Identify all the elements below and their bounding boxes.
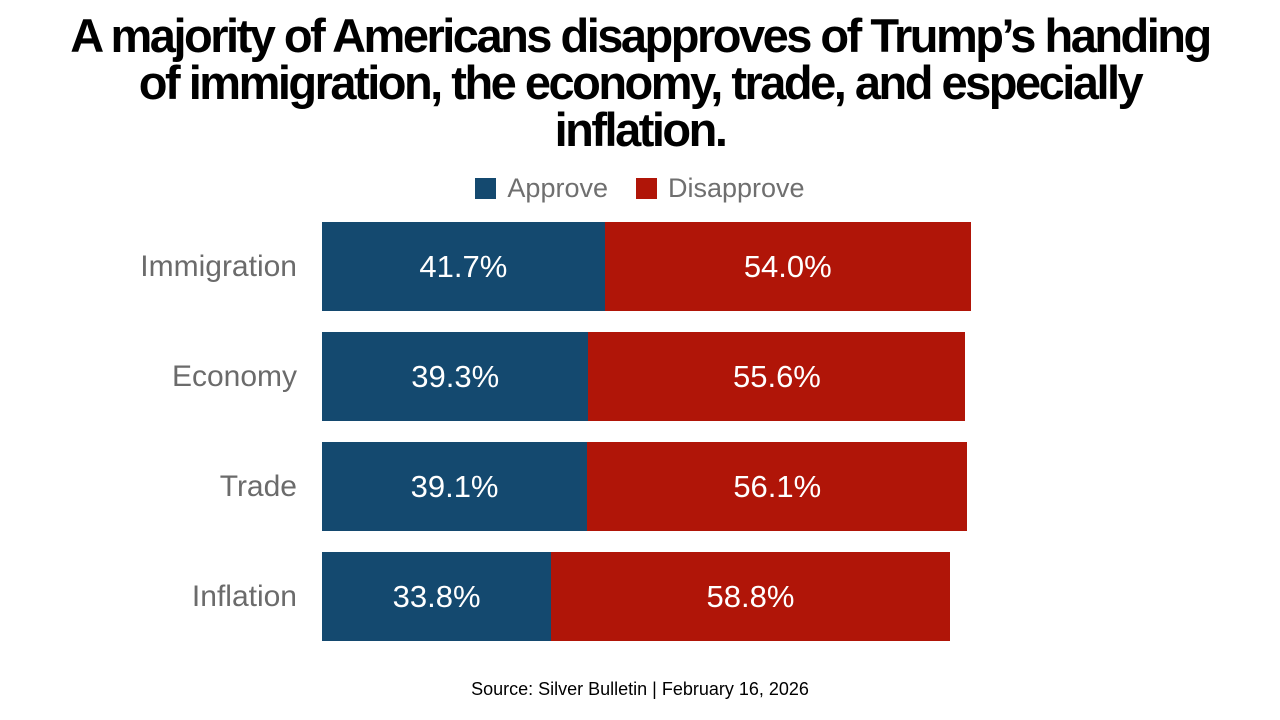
legend-item-disapprove: Disapprove xyxy=(636,173,805,204)
category-label: Economy xyxy=(171,359,297,393)
disapprove-value-label: 55.6% xyxy=(732,358,821,394)
category-label: Trade xyxy=(219,469,297,503)
disapprove-value-label: 58.8% xyxy=(706,578,795,614)
approve-bar-segment: 33.8% xyxy=(322,552,552,641)
disapprove-bar-segment: 56.1% xyxy=(587,442,968,531)
disapprove-value-label: 56.1% xyxy=(733,468,822,504)
approve-value-label: 39.3% xyxy=(411,358,500,394)
approve-value-label: 33.8% xyxy=(392,578,481,614)
disapprove-value-label: 54.0% xyxy=(743,248,832,284)
disapprove-swatch-icon xyxy=(636,178,657,199)
category-label: Inflation xyxy=(191,579,297,613)
disapprove-bar-segment: 55.6% xyxy=(588,332,966,421)
bar-row-economy: Economy 39.3% 55.6% xyxy=(0,332,1280,421)
disapprove-bar-segment: 58.8% xyxy=(551,552,950,641)
bar-track: 39.3% 55.6% xyxy=(322,332,1000,421)
bar-track: 41.7% 54.0% xyxy=(322,222,1000,311)
bar-track: 33.8% 58.8% xyxy=(322,552,1000,641)
approve-bar-segment: 41.7% xyxy=(322,222,605,311)
category-label: Immigration xyxy=(140,249,297,283)
approve-swatch-icon xyxy=(475,178,497,199)
legend-label-disapprove: Disapprove xyxy=(668,173,805,203)
approve-bar-segment: 39.1% xyxy=(322,442,588,531)
chart-title-line-3: inflation. xyxy=(554,103,728,156)
bar-row-trade: Trade 39.1% 56.1% xyxy=(0,442,1280,531)
chart-title-line-2: of immigration, the economy, trade, and … xyxy=(138,56,1144,109)
chart-title: A majority of Americans disapproves of T… xyxy=(0,12,1280,153)
legend-label-approve: Approve xyxy=(507,173,608,203)
legend: Approve Disapprove xyxy=(0,173,1280,204)
bar-chart: Immigration 41.7% 54.0% Economy 39.3% 55… xyxy=(0,222,1280,662)
chart-title-line-1: A majority of Americans disapproves of T… xyxy=(70,9,1212,62)
approve-value-label: 39.1% xyxy=(410,468,499,504)
source-caption: Source: Silver Bulletin | February 16, 2… xyxy=(471,679,809,699)
bar-row-inflation: Inflation 33.8% 58.8% xyxy=(0,552,1280,641)
bar-row-immigration: Immigration 41.7% 54.0% xyxy=(0,222,1280,311)
approve-value-label: 41.7% xyxy=(419,248,508,284)
legend-item-approve: Approve xyxy=(475,173,608,204)
bar-track: 39.1% 56.1% xyxy=(322,442,1000,531)
approve-bar-segment: 39.3% xyxy=(322,332,589,421)
disapprove-bar-segment: 54.0% xyxy=(604,222,971,311)
